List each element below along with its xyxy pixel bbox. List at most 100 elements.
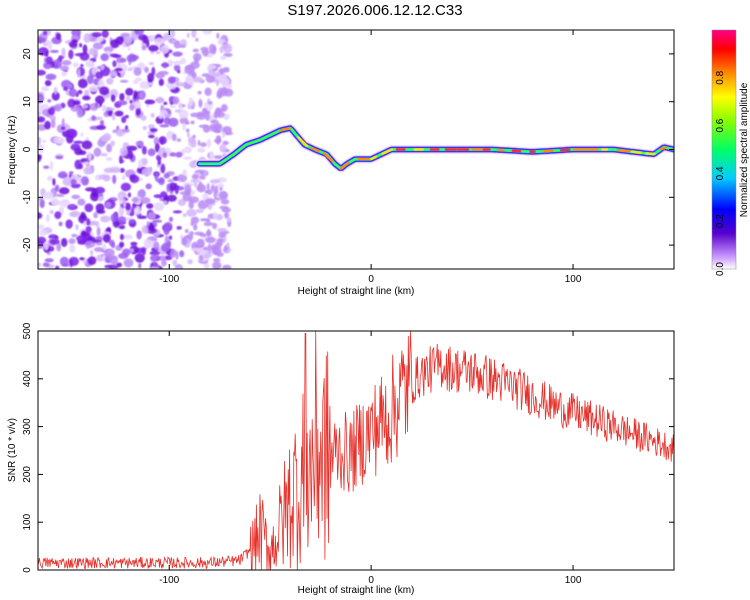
spectrogram-noise-blob	[158, 177, 165, 186]
spectrogram-noise-blob	[94, 101, 99, 108]
spectrogram-noise-blob	[168, 182, 177, 191]
spectrogram-noise-blob	[115, 129, 124, 137]
spectrogram-noise-blob	[56, 138, 65, 144]
spectrogram-noise-blob	[80, 176, 89, 186]
spectrogram-noise-blob	[95, 203, 105, 213]
spectrogram-noise-blob	[153, 194, 162, 199]
spectrogram-noise-blob	[123, 201, 127, 208]
spectrogram-noise-blob	[140, 115, 147, 121]
spectrogram-noise-blob	[219, 143, 227, 153]
spectrogram-noise-blob	[67, 83, 73, 89]
spectrogram-noise-blob	[144, 99, 156, 105]
spectrogram-noise-blob	[138, 262, 142, 269]
spectrogram-noise-blob	[38, 116, 46, 123]
spectrogram-noise-blob	[210, 119, 219, 124]
spectrogram-noise-blob	[209, 179, 221, 184]
spectrogram-noise-blob	[47, 175, 53, 182]
spectrogram-noise-blob	[45, 214, 51, 223]
spectrogram-noise-blob	[141, 167, 153, 176]
spectrogram-noise-blob	[155, 50, 161, 55]
spectrogram-noise-blob	[71, 233, 78, 238]
snr-y-tick-label: 300	[22, 418, 33, 435]
spectrogram-noise-blob	[215, 108, 225, 112]
spectrogram-noise-blob	[61, 71, 68, 77]
spectrogram-noise-blob	[110, 39, 120, 49]
spectrogram-noise-blob	[43, 241, 50, 251]
spectrogram-noise-blob	[172, 133, 177, 142]
spectrogram-noise-blob	[102, 233, 111, 243]
spectrogram-noise-blob	[193, 223, 197, 228]
spectrogram-noise-blob	[199, 218, 210, 222]
spectrogram-noise-blob	[123, 258, 134, 268]
spectrogram-noise-blob	[77, 198, 86, 206]
spectrogram-noise-blob	[91, 115, 96, 121]
spectrogram-noise-blob	[152, 219, 163, 223]
spectrogram-noise-blob	[93, 246, 104, 253]
spectrogram-noise-blob	[60, 126, 66, 130]
spectrogram-noise-blob	[95, 71, 104, 80]
spectrogram-noise-blob	[82, 161, 91, 166]
spectrogram-noise-blob	[183, 146, 192, 154]
spectrogram-noise-blob	[149, 265, 160, 269]
spectrogram-noise-blob	[87, 256, 97, 266]
spectrogram-noise-blob	[210, 185, 216, 192]
spectrogram-noise-blob	[141, 225, 149, 234]
spectrogram-noise-blob	[182, 213, 187, 217]
spectrogram-noise-blob	[188, 97, 194, 107]
spectrogram-x-axis-label: Height of straight line (km)	[298, 286, 415, 297]
spectrogram-y-axis-label: Frequency (Hz)	[7, 116, 18, 185]
spectrogram-noise-blob	[216, 252, 224, 257]
spectrogram-noise-blob	[47, 41, 53, 51]
spectrogram-noise-blob	[191, 174, 200, 180]
colorbar-ticks: 0.0 0.2 0.4 0.6 0.8	[715, 70, 726, 276]
spectrogram-noise-blob	[223, 52, 233, 58]
spectrogram-y-tick-label: -20	[22, 237, 33, 252]
spectrogram-noise-blob	[161, 259, 167, 267]
spectrogram-ridge-peak	[659, 146, 668, 151]
spectrogram-noise-blob	[67, 98, 76, 108]
spectrogram-noise-blob	[38, 47, 49, 56]
spectrogram-noise-blob	[93, 212, 98, 219]
spectrogram-noise-blob	[54, 211, 62, 219]
spectrogram-noise-blob	[126, 95, 131, 101]
spectrogram-noise-blob	[141, 247, 146, 256]
spectrogram-noise-blob	[168, 235, 173, 240]
spectrogram-noise-blob	[129, 174, 140, 184]
spectrogram-noise-blob	[59, 256, 69, 267]
spectrogram-noise-blob	[122, 40, 126, 49]
spectrogram-noise-blob	[133, 100, 142, 109]
spectrogram-noise-blob	[110, 167, 121, 173]
spectrogram-noise-blob	[163, 172, 170, 179]
spectrogram-noise-blob	[119, 92, 125, 102]
spectrogram-noise-blob	[55, 265, 60, 269]
spectrogram-noise-blob	[56, 242, 62, 252]
spectrogram-noise-blob	[126, 145, 138, 152]
spectrogram-noise-layer	[38, 30, 234, 269]
spectrogram-noise-blob	[205, 74, 216, 83]
colorbar-tick-label: 0.8	[715, 70, 726, 84]
spectrogram-noise-blob	[160, 163, 166, 174]
spectrogram-noise-blob	[114, 68, 123, 72]
spectrogram-noise-blob	[208, 151, 215, 161]
spectrogram-noise-blob	[184, 184, 192, 195]
spectrogram-noise-blob	[118, 208, 123, 214]
spectrogram-noise-blob	[101, 30, 109, 38]
spectrogram-noise-blob	[58, 221, 63, 227]
spectrogram-noise-blob	[154, 37, 165, 46]
spectrogram-noise-blob	[164, 113, 172, 118]
spectrogram-noise-blob	[70, 143, 81, 151]
spectrogram-noise-blob	[186, 132, 191, 138]
spectrogram-noise-blob	[49, 49, 59, 54]
spectrogram-noise-blob	[48, 234, 58, 240]
spectrogram-noise-blob	[141, 45, 147, 51]
spectrogram-noise-blob	[158, 114, 163, 120]
spectrogram-y-tick-label: 10	[22, 96, 33, 108]
spectrogram-noise-blob	[90, 249, 94, 256]
spectrogram-noise-blob	[80, 132, 84, 137]
spectrogram-noise-blob	[99, 215, 111, 223]
spectrogram-noise-blob	[83, 166, 94, 175]
spectrogram-noise-blob	[117, 216, 127, 225]
spectrogram-noise-blob	[219, 187, 223, 191]
spectrogram-noise-blob	[96, 254, 104, 262]
spectrogram-noise-blob	[179, 234, 184, 240]
